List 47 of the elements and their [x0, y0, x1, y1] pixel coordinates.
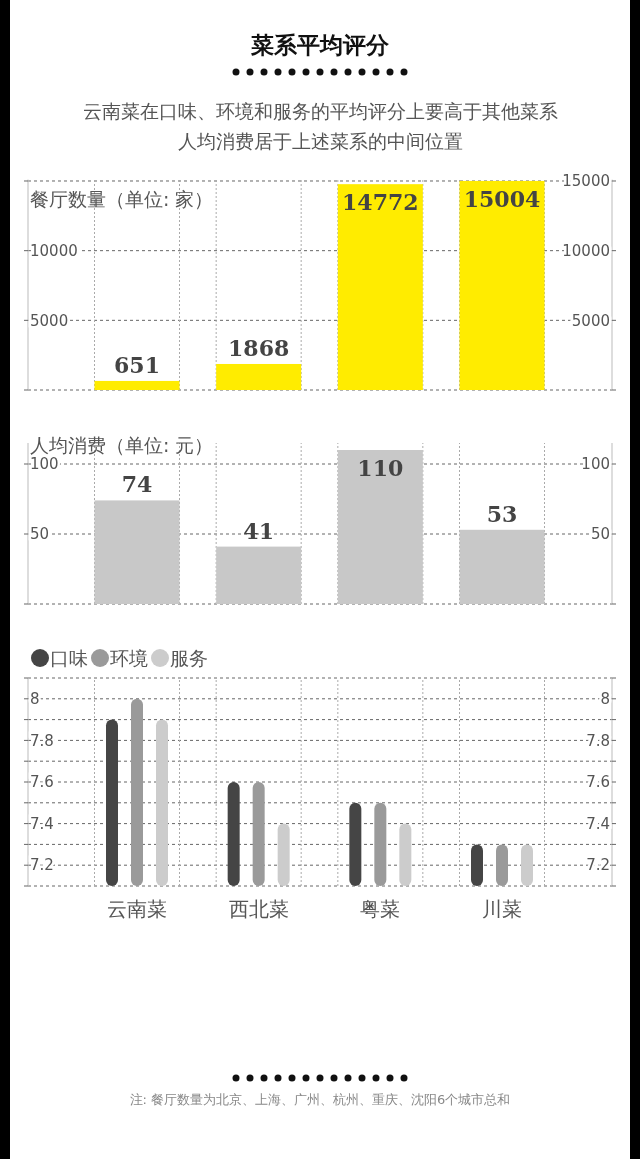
- text: 注: 餐厅数量为北京、上海、广州、杭州、重庆、沈阳6个城市总和: [129, 1092, 511, 1107]
- data-label: 1868: [228, 334, 290, 361]
- y2-tick-label: 15000: [562, 172, 610, 191]
- y2-tick-label: 7.2: [586, 856, 610, 875]
- data-label: 14772: [342, 189, 419, 216]
- bar: [337, 184, 423, 390]
- bar: [216, 546, 302, 604]
- y2-tick-label: 10000: [562, 241, 610, 260]
- bar: [216, 363, 302, 390]
- data-label: 53: [486, 500, 518, 527]
- y2-tick-label: 7.6: [586, 773, 610, 792]
- y-tick-label: 5000: [30, 311, 69, 330]
- y-tick-label: 50: [30, 525, 50, 544]
- data-label: 41: [243, 517, 274, 544]
- data-label: 651: [114, 351, 160, 378]
- bar: [94, 380, 180, 390]
- bar: [459, 180, 545, 390]
- bar: [337, 450, 423, 604]
- y-axis-title: 人均消费（单位: 元）: [30, 434, 214, 456]
- x-tick-label: 云南菜: [107, 897, 167, 921]
- bar: [94, 500, 180, 604]
- bar: [459, 529, 545, 604]
- y-tick-label: 8: [30, 690, 40, 709]
- legend-label: 服务: [170, 646, 208, 669]
- x-tick-label: 西北菜: [228, 897, 289, 921]
- y-tick-label: 100: [30, 455, 59, 474]
- legend-label: 口味: [50, 646, 88, 669]
- y2-tick-label: 5000: [571, 311, 610, 330]
- y2-tick-label: 100: [581, 455, 610, 474]
- x-tick-label: 粤菜: [360, 897, 401, 921]
- chart-title: 菜系平均评分: [250, 32, 390, 58]
- y-tick-label: 7.6: [30, 773, 54, 792]
- text: 7.2: [30, 856, 54, 875]
- y-tick-label: 7.4: [30, 814, 54, 833]
- x-tick-label: 川菜: [482, 897, 522, 921]
- y2-tick-label: 8: [600, 690, 610, 709]
- y2-tick-label: 7.8: [586, 731, 610, 750]
- y-tick-label: 7.8: [30, 731, 54, 750]
- data-label: 15004: [463, 185, 541, 212]
- y-axis-title: 餐厅数量（单位: 家）: [30, 187, 214, 210]
- data-label: 74: [121, 471, 153, 498]
- data-label: 110: [357, 455, 404, 481]
- legend-label: 环境: [110, 646, 148, 669]
- y2-tick-label: 50: [590, 525, 610, 544]
- chart-subtitle: 云南菜在口味、环境和服务的平均评分上要高于其他菜系人均消费居于上述菜系的中间位置: [82, 100, 558, 152]
- y-tick-label: 10000: [30, 241, 78, 260]
- y2-tick-label: 7.4: [586, 814, 610, 833]
